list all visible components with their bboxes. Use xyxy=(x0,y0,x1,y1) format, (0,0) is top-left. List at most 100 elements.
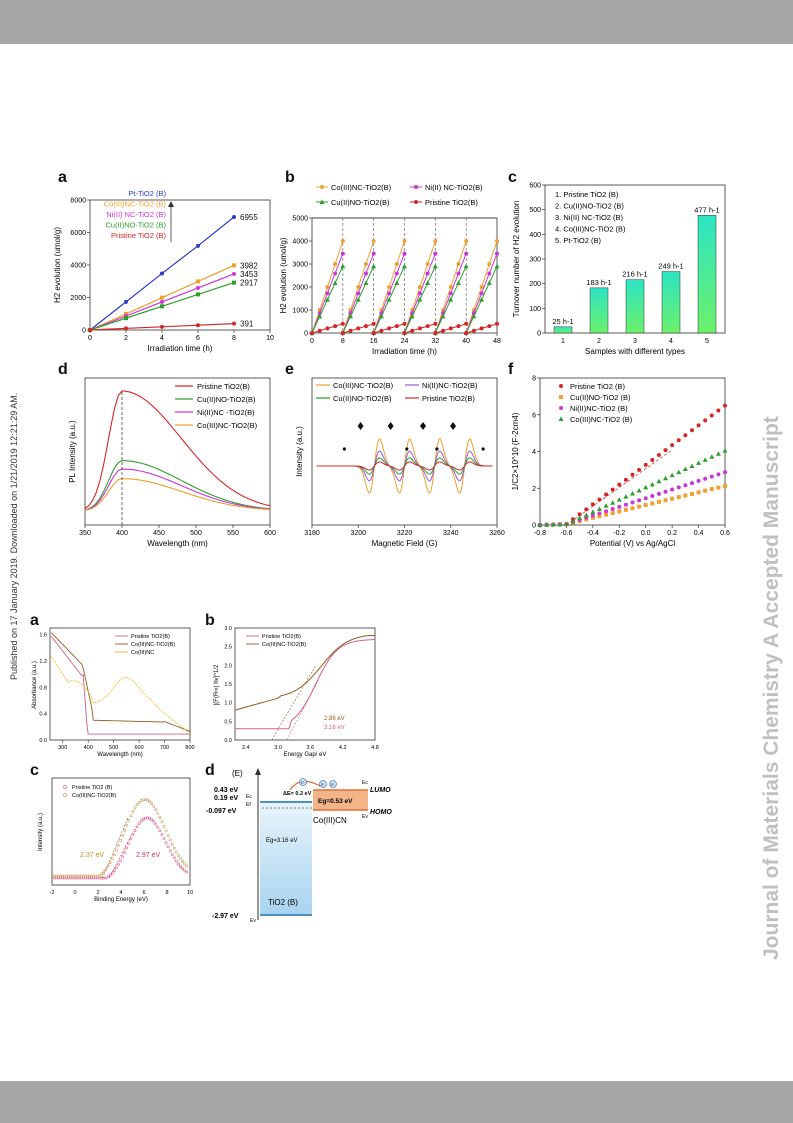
chart-a2-curve xyxy=(50,635,190,735)
chart-b-legend-label: Co(III)NC-TiO2(B) xyxy=(331,183,392,192)
chart-c-bar-label: 216 h-1 xyxy=(622,270,647,279)
chart-a-point xyxy=(160,304,164,309)
chart-b-point xyxy=(433,251,438,256)
chart-a2-xtick-label: 400 xyxy=(84,745,93,751)
chart-b-point xyxy=(448,326,453,331)
chart-a2-xtick-label: 500 xyxy=(109,745,118,751)
chart-c2-point xyxy=(168,849,172,853)
chart-b-ytick-label: 3000 xyxy=(292,262,308,269)
chart-b2-ytick-label: 0.5 xyxy=(224,719,232,725)
chart-a-xlabel: Irradiation time (h) xyxy=(148,344,213,353)
chart-f-point xyxy=(643,484,649,490)
chart-b-point xyxy=(325,285,330,289)
chart-c-bar-label: 249 h-1 xyxy=(658,262,683,271)
chart-f-point xyxy=(650,457,655,462)
chart-a-xtick-label: 10 xyxy=(266,335,274,342)
chart-b-point xyxy=(394,280,400,285)
chart-f-point xyxy=(604,509,609,514)
chart-c2-ylabel: Intensity (a.u.) xyxy=(38,813,44,851)
chart-a-legend-label: Pristine TiO2 (B) xyxy=(111,231,167,240)
chart-b-point xyxy=(371,321,376,326)
chart-f-ytick-label: 6 xyxy=(532,412,536,419)
chart-b-point xyxy=(356,285,361,289)
chart-b2-ylabel: [(F(R∞) hv]^1/2 xyxy=(214,664,220,705)
chart-a2-legend-label: Pristine TiO2(B) xyxy=(131,634,170,640)
chart-c-xlabel: Samples with different types xyxy=(585,347,685,356)
chart-c2-xtick-label: 8 xyxy=(165,890,168,896)
chart-a2: 300 400 500 600 700 800 0.0 0.4 0.8 1.2 1.6 Wavelen… xyxy=(32,627,195,758)
chart-b-legend-marker xyxy=(414,200,418,204)
chart-c2-point xyxy=(100,872,104,876)
chart-c-xtick-label: 5 xyxy=(705,338,709,345)
chart-c2-xlabel: Binding Energy (eV) xyxy=(94,897,148,903)
chart-b-point xyxy=(371,331,376,335)
chart-a-point xyxy=(232,263,236,268)
chart-e: 3180 3200 3220 3240 3260 Magnetic Field (G) In… xyxy=(295,377,505,548)
chart-a-point xyxy=(196,243,200,248)
chart-c2-point xyxy=(133,806,137,810)
chart-c-bar xyxy=(625,279,645,334)
chart-b2-legend-label: Co(III)NC-TiO2(B) xyxy=(262,642,306,648)
chart-b-point xyxy=(386,297,392,302)
chart-b-legend-label: Pristine TiO2(B) xyxy=(425,198,478,207)
chart-f-point xyxy=(583,512,589,517)
chart-f-point xyxy=(656,499,661,504)
electron-3 xyxy=(329,780,337,788)
chart-f-xtick-label: -0.6 xyxy=(560,530,572,537)
cn-ec-sub: Ec xyxy=(362,780,368,786)
chart-a-ytick-label: 2000 xyxy=(70,295,86,302)
chart-a2-ytick-label: 0.0 xyxy=(39,738,47,744)
chart-b-point xyxy=(464,251,469,256)
chart-e-diamond-marker xyxy=(387,422,394,430)
electron-2 xyxy=(319,780,327,788)
chart-f-point xyxy=(604,512,609,517)
cn-label: Co(III)CN xyxy=(313,816,347,825)
chart-b-point xyxy=(310,331,314,335)
chart-b-point xyxy=(448,297,454,302)
chart-b2-curve xyxy=(234,634,375,711)
chart-d-spectrum xyxy=(84,468,271,511)
chart-c-bar-label: 183 h-1 xyxy=(586,278,611,287)
chart-f-legend-label: Cu(II)NO-TiO2 (B) xyxy=(570,393,631,402)
chart-b2-fit-line xyxy=(286,680,319,741)
chart-b-point xyxy=(417,285,422,289)
chart-c2-point xyxy=(129,814,133,818)
chart-c2: -2 0 2 4 6 8 10 Binding Energy (eV) Intensity (a… xyxy=(38,777,193,903)
chart-f-ytick-label: 0 xyxy=(532,523,536,530)
chart-c-ytick-label: 0 xyxy=(537,331,541,338)
chart-a-xtick-label: 6 xyxy=(196,335,200,342)
chart-c2-point xyxy=(104,867,108,871)
chart-c2-point xyxy=(152,804,156,808)
chart-b-point xyxy=(464,239,469,243)
chart-c2-point xyxy=(162,824,166,828)
chart-b-point xyxy=(333,262,338,266)
chart-c2-point xyxy=(154,808,158,812)
chart-b2-annotation: 3.16 eV xyxy=(324,725,345,731)
panel-label-b: b xyxy=(285,169,295,186)
chart-f-point xyxy=(696,478,701,483)
chart-a-end-label: 391 xyxy=(240,320,254,329)
chart-d-xtick-label: 500 xyxy=(190,530,202,537)
chart-c2-point xyxy=(123,851,127,854)
chart-c2-point xyxy=(154,822,158,826)
bottom-grey-band xyxy=(0,1081,793,1123)
chart-c-xtick-label: 2 xyxy=(597,338,601,345)
chart-c2-point xyxy=(121,855,125,859)
chart-e-ylabel: Intensity (a.u.) xyxy=(295,426,304,477)
chart-b-point xyxy=(417,297,423,302)
chart-b2-ytick-label: 2.0 xyxy=(224,663,232,669)
chart-c2-point xyxy=(127,818,131,822)
chart-c2-point xyxy=(123,828,127,832)
chart-c-ytick-label: 200 xyxy=(529,281,541,288)
chart-f-point xyxy=(709,413,714,418)
panel-label-c: c xyxy=(508,169,517,186)
chart-a2-xtick-label: 700 xyxy=(160,745,169,751)
chart-a2-xtick-label: 300 xyxy=(58,745,67,751)
chart-c2-point xyxy=(158,816,162,819)
chart-f-point xyxy=(696,423,701,428)
chart-b-point xyxy=(402,251,407,256)
chart-f-point xyxy=(703,476,708,481)
chart-c2-point xyxy=(179,857,182,860)
chart-e-legend-label: Co(III)NC-TiO2(B) xyxy=(333,381,394,390)
chart-f-point xyxy=(637,504,642,509)
